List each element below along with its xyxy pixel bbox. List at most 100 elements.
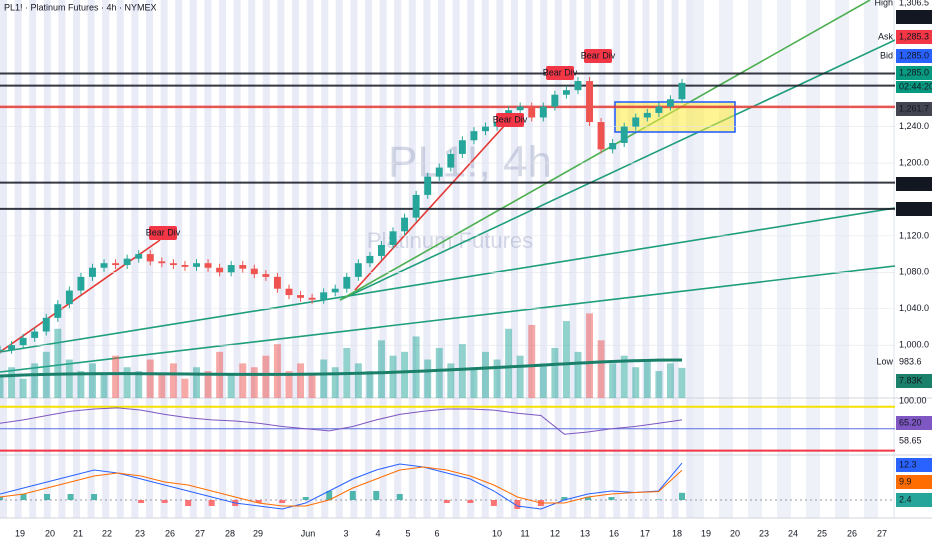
price-label: 1,298.3 xyxy=(899,11,929,21)
stripe xyxy=(540,0,548,518)
candle-body xyxy=(366,255,374,264)
annotation: Bear Div xyxy=(543,67,578,77)
x-tick-label: 21 xyxy=(73,528,83,538)
y-tick-label: 1,040.0 xyxy=(899,303,929,313)
chart-title: PL1! · Platinum Futures · 4h · NYMEX xyxy=(4,2,157,12)
annotation-box xyxy=(584,49,612,63)
volume-bar xyxy=(100,374,108,398)
watermark: PL1!, 4h xyxy=(388,138,552,187)
volume-label-box xyxy=(896,374,932,388)
volume-bar xyxy=(250,367,258,398)
x-tick-label: 26 xyxy=(165,528,175,538)
volume-bar xyxy=(181,378,189,398)
candle-body xyxy=(424,176,432,195)
volume-bar xyxy=(458,344,466,398)
macd-label: 9.9 xyxy=(899,476,912,486)
candle-body xyxy=(0,349,4,352)
rsi-label: 65.20 xyxy=(899,417,922,427)
stripe xyxy=(29,0,37,518)
macd-histogram xyxy=(185,500,192,506)
price-label-box xyxy=(896,30,932,44)
annotation: Bear Div xyxy=(493,114,528,124)
x-tick-label: 5 xyxy=(405,528,410,538)
candle-body xyxy=(262,274,270,277)
candle-body xyxy=(458,140,466,154)
volume-bar xyxy=(285,371,293,398)
price-label-box xyxy=(896,202,932,216)
x-tick-label: 3 xyxy=(343,528,348,538)
candle-body xyxy=(227,265,235,273)
annotation-box xyxy=(149,226,177,240)
stripe xyxy=(481,0,489,518)
candle-body xyxy=(562,90,570,95)
macd-label-box xyxy=(896,458,932,472)
stripe xyxy=(686,0,694,518)
volume-bar xyxy=(204,371,212,398)
stripe xyxy=(233,0,241,518)
candle-body xyxy=(586,81,593,123)
volume-bar xyxy=(482,351,489,398)
session-shading xyxy=(0,0,907,518)
macd-histogram xyxy=(679,492,685,500)
x-tick-label: 27 xyxy=(195,528,205,538)
volume-bar xyxy=(562,321,570,398)
price-label: 1,285.0 xyxy=(899,67,929,77)
macd-histogram xyxy=(655,499,662,500)
volume-bar xyxy=(586,313,593,398)
volume-bar xyxy=(19,378,27,398)
stripe xyxy=(511,0,518,518)
volume-bar xyxy=(54,328,62,398)
volume-bar xyxy=(331,367,339,398)
candle-body xyxy=(354,263,362,277)
candle-body xyxy=(412,194,420,218)
price-label: 1,285.3 xyxy=(899,31,929,41)
stripe xyxy=(642,0,650,518)
stripe xyxy=(467,0,475,518)
volume-bar xyxy=(354,363,362,398)
volume-bar xyxy=(574,351,582,398)
x-tick-label: 23 xyxy=(135,528,145,538)
x-tick-label: 20 xyxy=(45,528,55,538)
candle-body xyxy=(239,265,247,269)
candle-body xyxy=(158,261,166,264)
macd-histogram xyxy=(467,500,474,503)
macd-histogram xyxy=(514,500,521,509)
candle-body xyxy=(216,267,224,273)
price-label: 1,149.7 xyxy=(899,203,929,213)
y-tick-label: 1,200.0 xyxy=(899,157,929,167)
candle-body xyxy=(435,167,443,177)
stripe xyxy=(613,0,621,518)
candle-body xyxy=(297,295,305,298)
volume-bar xyxy=(666,363,674,398)
stripe xyxy=(569,0,577,518)
volume-bar xyxy=(412,336,420,398)
stripe xyxy=(719,0,733,518)
volume-bar xyxy=(447,363,455,398)
stripe xyxy=(160,0,168,518)
x-tick-label: 17 xyxy=(640,528,650,538)
candle-body xyxy=(389,231,397,245)
volume-bar xyxy=(435,348,443,398)
volume-bar xyxy=(539,363,547,398)
volume-bar xyxy=(123,367,131,398)
volume-bar xyxy=(377,340,385,398)
candle-body xyxy=(135,254,143,259)
price-label-name: Ask xyxy=(878,31,894,41)
macd-histogram xyxy=(443,500,450,503)
candle-body xyxy=(54,304,62,318)
stripe xyxy=(292,0,299,518)
volume-bar xyxy=(470,367,478,398)
candle-body xyxy=(655,106,663,113)
candle-body xyxy=(643,112,651,118)
macd-histogram xyxy=(0,497,3,500)
macd-histogram xyxy=(396,494,403,500)
macd-histogram xyxy=(91,494,98,500)
x-tick-label: 16 xyxy=(609,528,619,538)
x-tick-label: 28 xyxy=(225,528,235,538)
candle-body xyxy=(250,268,258,275)
volume-bar xyxy=(320,359,328,398)
x-tick-label: 10 xyxy=(492,528,502,538)
volume-bar xyxy=(609,363,617,398)
candle-body xyxy=(8,345,16,350)
